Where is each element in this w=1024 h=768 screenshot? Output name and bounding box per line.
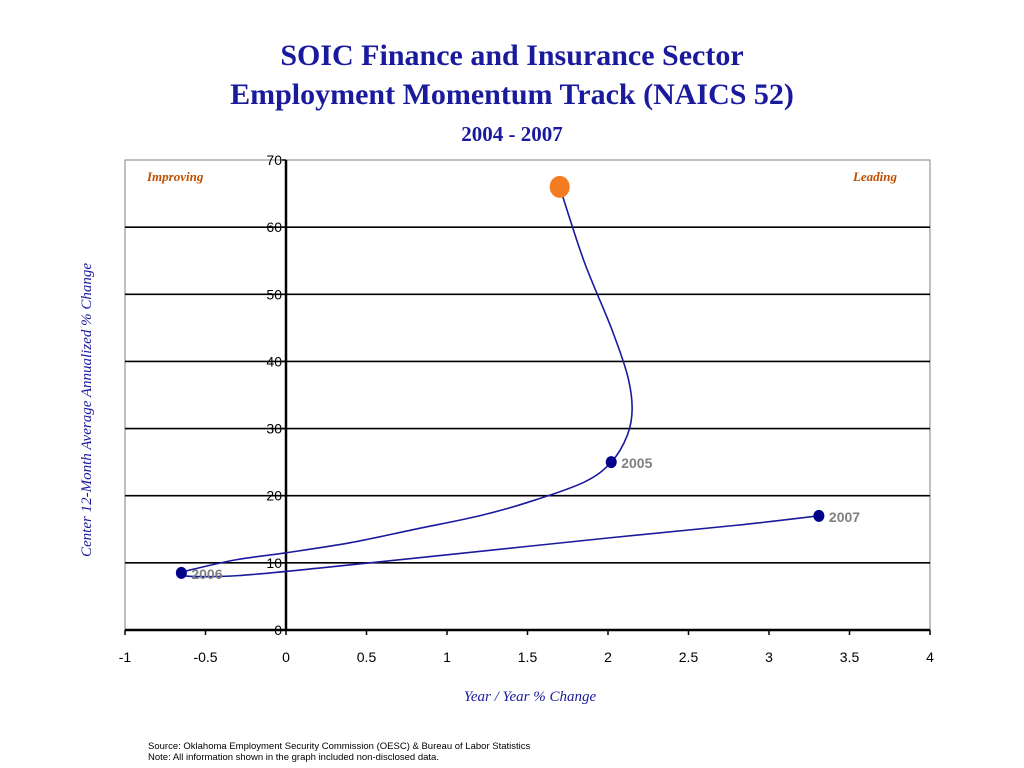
x-tick-label: 1 xyxy=(443,649,451,665)
point-label-2005: 2005 xyxy=(621,455,652,471)
x-tick-label: 0 xyxy=(282,649,290,665)
plot-frame xyxy=(124,159,931,631)
quadrant-label-leading: Leading xyxy=(852,169,898,184)
x-tick-label: 3.5 xyxy=(840,649,860,665)
x-tick-label: 0.5 xyxy=(357,649,377,665)
y-tick-label: 60 xyxy=(266,219,282,235)
y-tick-label: 50 xyxy=(266,286,282,302)
year-point-marker xyxy=(813,509,825,522)
chart-title-line2: Employment Momentum Track (NAICS 52) xyxy=(230,78,794,111)
y-tick-label: 20 xyxy=(266,488,282,504)
x-tick-label: 4 xyxy=(926,649,934,665)
series-layer: 2005 2006 2007 xyxy=(175,175,860,582)
momentum-track-line xyxy=(179,186,820,578)
label-layer: Center 12-Month Average Annualized % Cha… xyxy=(79,169,897,705)
start-point-marker xyxy=(549,175,570,198)
disclosure-note: Note: All information shown in the graph… xyxy=(148,752,439,763)
y-tick-label: 30 xyxy=(266,421,282,437)
chart-title-line1: SOIC Finance and Insurance Sector xyxy=(280,39,744,72)
x-tick-label: -0.5 xyxy=(193,649,217,665)
point-label-2007: 2007 xyxy=(829,509,860,525)
x-tick-label: 2.5 xyxy=(679,649,699,665)
x-tick-label: -1 xyxy=(119,649,132,665)
y-tick-label: 70 xyxy=(266,152,282,168)
year-point-marker xyxy=(175,566,187,579)
y-tick-label: 40 xyxy=(266,353,282,369)
point-label-2006: 2006 xyxy=(191,566,222,582)
axis-layer: 010203040506070-1-0.500.511.522.533.54 xyxy=(119,152,934,665)
x-axis-label: Year / Year % Change xyxy=(464,689,597,705)
quadrant-label-improving: Improving xyxy=(146,169,204,184)
x-tick-label: 3 xyxy=(765,649,773,665)
x-tick-label: 1.5 xyxy=(518,649,538,665)
x-tick-label: 2 xyxy=(604,649,612,665)
y-axis-label: Center 12-Month Average Annualized % Cha… xyxy=(79,263,95,557)
y-tick-label: 10 xyxy=(266,555,282,571)
year-point-marker xyxy=(605,456,617,469)
source-note: Source: Oklahoma Employment Security Com… xyxy=(148,741,531,752)
grid-layer xyxy=(124,159,931,631)
chart-subtitle: 2004 - 2007 xyxy=(461,122,563,146)
